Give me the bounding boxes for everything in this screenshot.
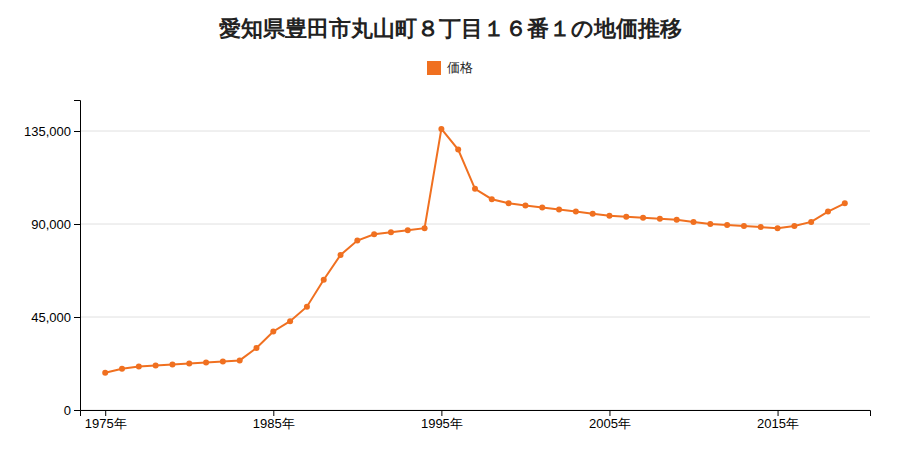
x-tick-label: 1985年 — [253, 416, 295, 431]
marks — [102, 126, 848, 376]
y-tick-label: 0 — [64, 403, 71, 418]
point — [237, 357, 243, 363]
point — [119, 366, 125, 372]
point — [791, 223, 797, 229]
y-tick-mark — [74, 131, 80, 132]
y-tick-mark — [74, 317, 80, 318]
x-tick: 1985年 — [253, 410, 295, 431]
legend-label: 価格 — [447, 60, 473, 75]
point — [775, 225, 781, 231]
x-tick: 1975年 — [85, 410, 127, 431]
grid — [80, 131, 870, 410]
point — [354, 238, 360, 244]
x-tick: 2015年 — [757, 410, 799, 431]
point — [556, 207, 562, 213]
point — [573, 209, 579, 215]
point — [136, 364, 142, 370]
point — [371, 231, 377, 237]
point — [489, 196, 495, 202]
point — [422, 225, 428, 231]
points — [102, 126, 848, 376]
point — [842, 200, 848, 206]
x-tick-label: 2015年 — [757, 416, 799, 431]
plot: 1975年 1985年 1995年 2005年 2015年 0 45,000 90,000 13… — [24, 101, 871, 432]
point — [539, 204, 545, 210]
point — [808, 219, 814, 225]
point — [388, 229, 394, 235]
point — [825, 209, 831, 215]
x-axis-line — [81, 411, 871, 417]
y-tick: 135,000 — [24, 124, 80, 139]
line — [105, 129, 845, 373]
title: 愛知県豊田市丸山町８丁目１６番１の地価推移 — [219, 16, 682, 41]
x-tick-mark — [273, 410, 274, 416]
point — [102, 370, 108, 376]
y-tick: 90,000 — [31, 217, 80, 232]
y-axis: 0 45,000 90,000 135,000 — [24, 101, 81, 418]
point — [203, 359, 209, 365]
point — [455, 147, 461, 153]
x-tick-label: 2005年 — [589, 416, 631, 431]
x-tick-label: 1995年 — [421, 416, 463, 431]
x-tick-mark — [778, 410, 779, 416]
grid-line — [80, 131, 870, 132]
point — [758, 224, 764, 230]
y-tick: 0 — [64, 403, 80, 418]
point — [522, 202, 528, 208]
x-tick-label: 1975年 — [85, 416, 127, 431]
grid-line — [80, 317, 870, 318]
x-axis: 1975年 1985年 1995年 2005年 2015年 — [81, 410, 871, 431]
x-tick-mark — [609, 410, 610, 416]
x-tick-mark — [441, 410, 442, 416]
point — [253, 345, 259, 351]
x-tick: 1995年 — [421, 410, 463, 431]
legend: 価格 — [427, 60, 473, 75]
y-tick: 45,000 — [31, 310, 80, 325]
point — [623, 214, 629, 220]
x-tick-mark — [105, 410, 106, 416]
point — [606, 213, 612, 219]
y-tick-label: 90,000 — [31, 217, 71, 232]
point — [405, 227, 411, 233]
point — [338, 252, 344, 258]
y-tick-mark — [74, 410, 80, 411]
point — [724, 222, 730, 228]
y-tick-label: 45,000 — [31, 310, 71, 325]
point — [153, 363, 159, 369]
point — [321, 277, 327, 283]
point — [691, 219, 697, 225]
point — [287, 318, 293, 324]
point — [506, 200, 512, 206]
y-axis-line — [74, 101, 81, 411]
point — [674, 217, 680, 223]
y-tick-mark — [74, 224, 80, 225]
point — [304, 304, 310, 310]
point — [270, 328, 276, 334]
legend-swatch — [427, 61, 441, 75]
point — [472, 186, 478, 192]
x-tick: 2005年 — [589, 410, 631, 431]
point — [186, 361, 192, 367]
point — [640, 215, 646, 221]
point — [438, 126, 444, 132]
grid-line — [80, 224, 870, 225]
point — [220, 358, 226, 364]
point — [590, 211, 596, 217]
point — [707, 221, 713, 227]
point — [657, 216, 663, 222]
legend-item: 価格 — [427, 60, 473, 75]
point — [741, 223, 747, 229]
y-tick-label: 135,000 — [24, 124, 71, 139]
chart: 愛知県豊田市丸山町８丁目１６番１の地価推移 1975年 1985年 1995年 2005… — [0, 0, 900, 450]
point — [169, 362, 175, 368]
